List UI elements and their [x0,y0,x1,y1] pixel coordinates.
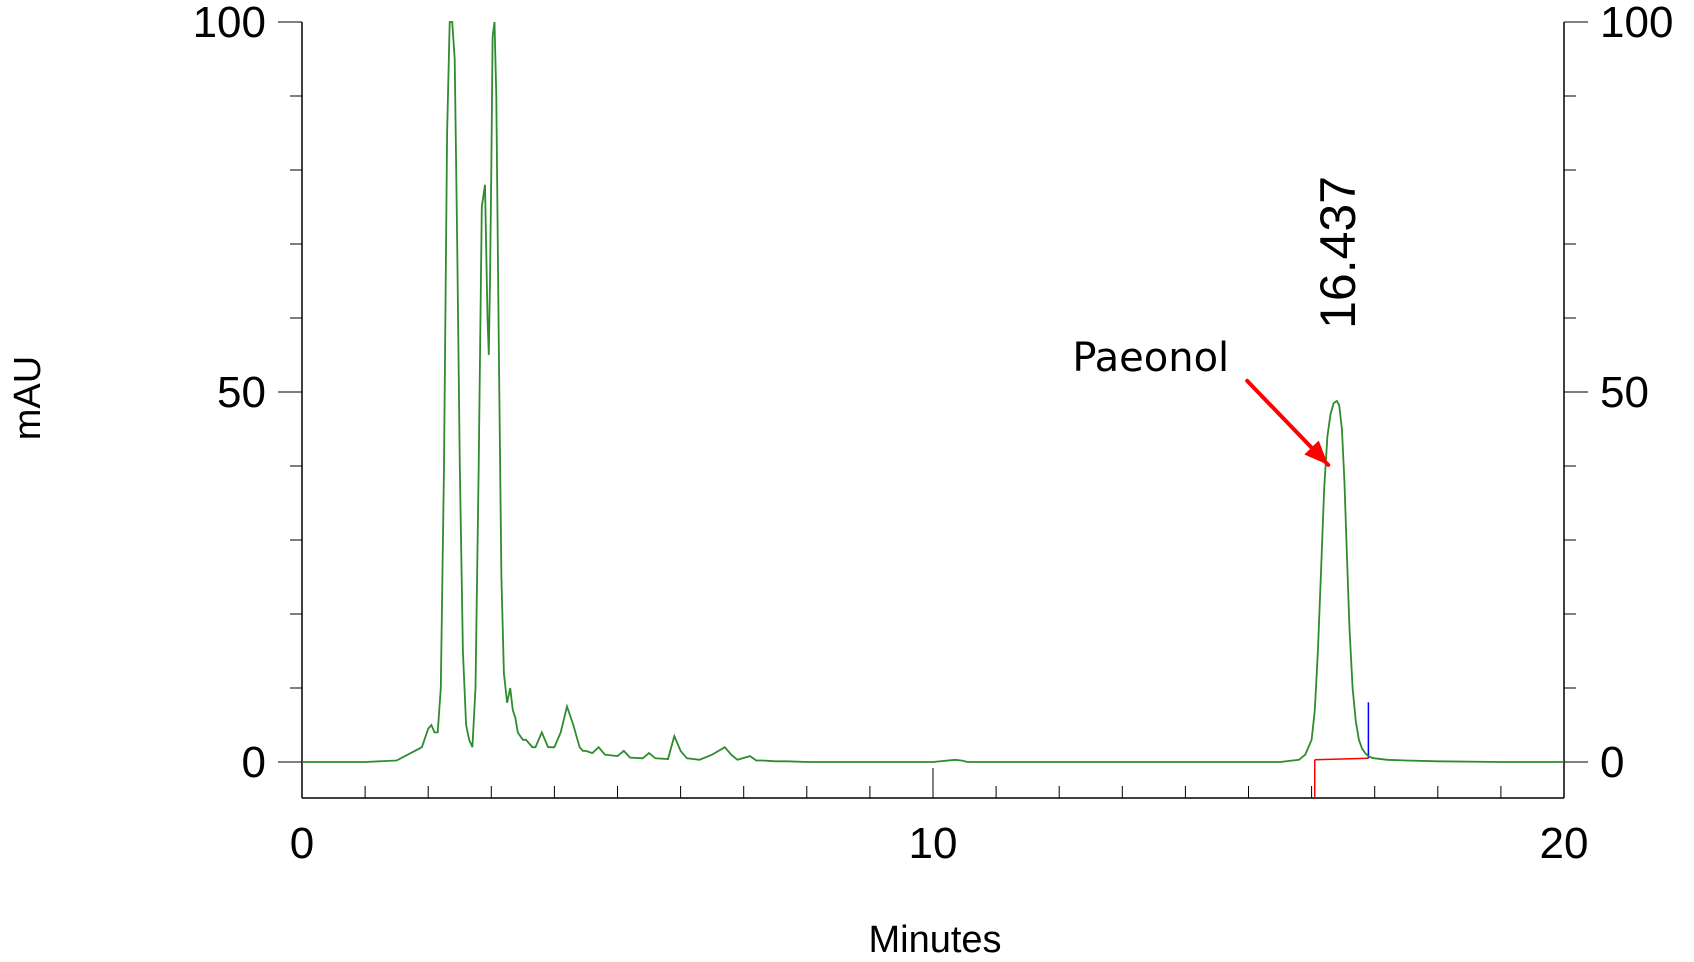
chromatogram-trace [302,21,1564,763]
y-tick-label-left: 0 [242,738,266,787]
x-tick-label: 10 [909,819,958,868]
axis-ticks [278,21,1588,798]
y-tick-label-left: 50 [217,368,266,417]
x-tick-label: 0 [290,819,314,868]
integration-baseline [1314,757,1369,761]
y-tick-label-right: 100 [1600,0,1673,47]
y-tick-label-right: 0 [1600,738,1624,787]
annotation-layer [1245,378,1331,467]
annotation-arrow-head [1304,440,1329,465]
y-axis-title: mAU [7,356,49,440]
integration-markers [1314,702,1370,798]
paeonol-annotation: Paeonol [1072,335,1229,381]
x-tick-label: 20 [1540,819,1589,868]
y-tick-label-left: 100 [193,0,266,47]
x-axis-title: Minutes [868,919,1001,961]
peak-retention-time-label: 16.437 [1310,176,1366,329]
y-tick-label-right: 50 [1600,368,1649,417]
